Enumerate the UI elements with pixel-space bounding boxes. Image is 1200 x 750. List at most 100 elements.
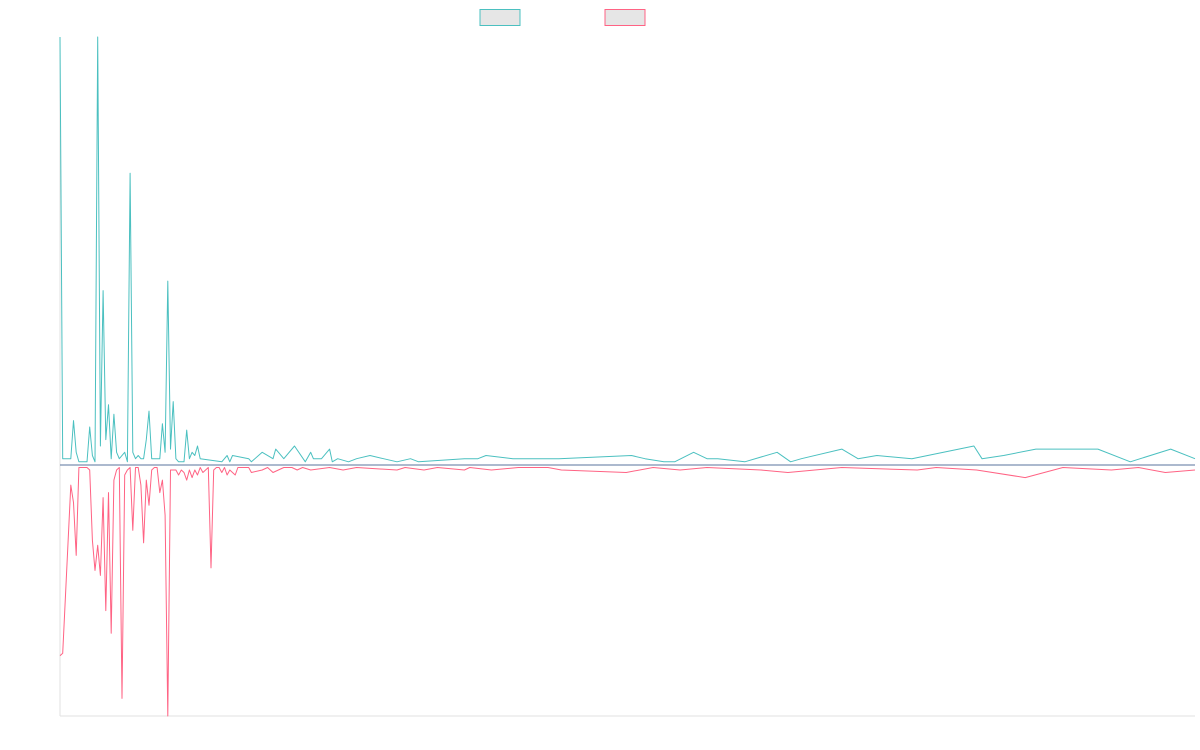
data-point (138, 467, 139, 468)
data-point (121, 698, 122, 699)
data-point (140, 458, 141, 459)
data-point (469, 467, 470, 468)
data-point (305, 461, 306, 462)
data-point (310, 452, 311, 453)
data-point (1165, 472, 1166, 473)
data-point (283, 458, 284, 459)
data-point (911, 458, 912, 459)
data-point (165, 515, 166, 516)
data-point (1194, 469, 1195, 470)
data-point (477, 458, 478, 459)
data-point (1097, 449, 1098, 450)
data-point (151, 458, 152, 459)
data-point (227, 455, 228, 456)
data-point (917, 469, 918, 470)
data-point (232, 455, 233, 456)
data-point (396, 469, 397, 470)
data-point (127, 469, 128, 470)
data-point (92, 540, 93, 541)
data-point (1025, 477, 1026, 478)
data-point (124, 474, 125, 475)
data-point (146, 480, 147, 481)
data-point (1170, 449, 1171, 450)
data-point (167, 281, 168, 282)
data-point (94, 461, 95, 462)
data-point (418, 461, 419, 462)
data-point (227, 474, 228, 475)
data-point (167, 715, 168, 716)
data-point (132, 530, 133, 531)
data-point (777, 452, 778, 453)
data-point (383, 458, 384, 459)
data-point (801, 458, 802, 459)
data-point (210, 567, 211, 568)
data-point (154, 467, 155, 468)
data-point (631, 455, 632, 456)
data-point (130, 467, 131, 468)
data-point (116, 469, 117, 470)
data-point (644, 458, 645, 459)
data-point (84, 467, 85, 468)
data-point (140, 485, 141, 486)
data-point (275, 449, 276, 450)
data-point (235, 474, 236, 475)
data-point (113, 414, 114, 415)
data-point (170, 449, 171, 450)
data-point (70, 458, 71, 459)
data-point (423, 469, 424, 470)
data-point (111, 633, 112, 634)
data-point (59, 655, 60, 656)
data-points-series-2 (59, 467, 1195, 717)
data-point (744, 461, 745, 462)
data-point (116, 452, 117, 453)
data-point (663, 461, 664, 462)
data-points-series-1 (59, 36, 1195, 462)
data-point (491, 469, 492, 470)
data-point (329, 449, 330, 450)
data-point (111, 458, 112, 459)
data-point (173, 401, 174, 402)
data-point (680, 469, 681, 470)
data-point (78, 461, 79, 462)
data-point (405, 467, 406, 468)
data-point (547, 467, 548, 468)
data-point (200, 467, 201, 468)
data-point (464, 458, 465, 459)
data-point (857, 458, 858, 459)
data-point (485, 455, 486, 456)
data-point (283, 467, 284, 468)
data-point (159, 458, 160, 459)
data-point (197, 445, 198, 446)
data-point (653, 467, 654, 468)
series-line-series-1 (59, 36, 1196, 463)
data-point (192, 452, 193, 453)
legend-swatch-series-1[interactable] (479, 9, 521, 26)
legend-swatch-series-2[interactable] (604, 9, 646, 26)
data-point (103, 497, 104, 498)
data-point (272, 458, 273, 459)
data-point (561, 469, 562, 470)
data-point (229, 461, 230, 462)
data-point (221, 472, 222, 473)
data-point (841, 449, 842, 450)
data-point (186, 430, 187, 431)
data-point (73, 502, 74, 503)
data-point (545, 458, 546, 459)
data-point (760, 469, 761, 470)
data-point (175, 458, 176, 459)
data-point (130, 173, 131, 174)
data-point (178, 461, 179, 462)
data-point (81, 467, 82, 468)
data-point (410, 458, 411, 459)
data-point (62, 458, 63, 459)
data-point (558, 458, 559, 459)
data-point (348, 461, 349, 462)
data-point (148, 505, 149, 506)
data-point (356, 458, 357, 459)
data-point (170, 469, 171, 470)
series-lines (59, 36, 1196, 717)
data-point (135, 467, 136, 468)
data-point (76, 452, 77, 453)
data-point (219, 467, 220, 468)
